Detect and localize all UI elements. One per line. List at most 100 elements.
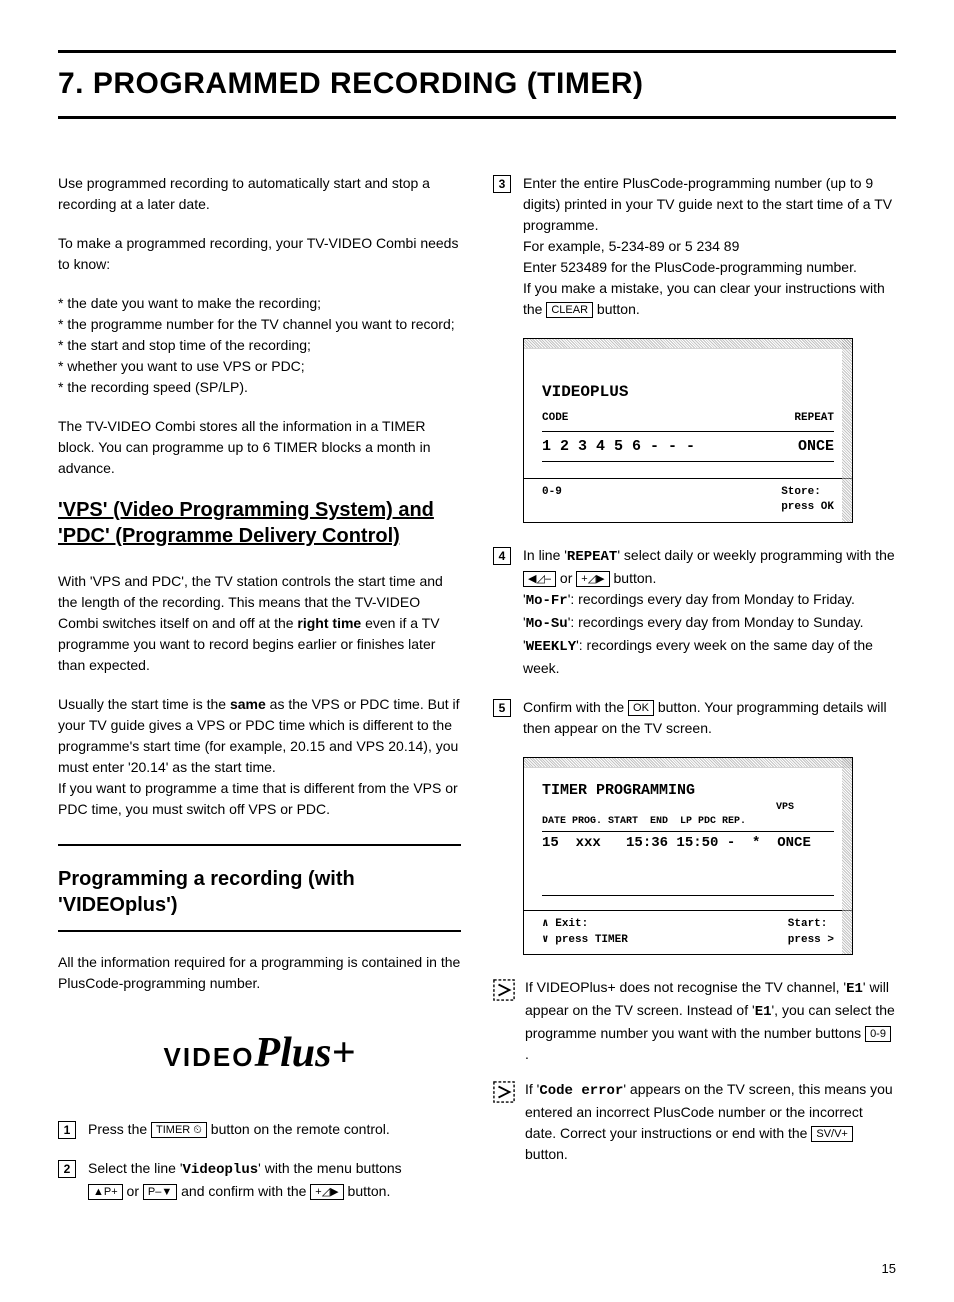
mono-text: REPEAT	[567, 549, 617, 565]
text: Select the line '	[88, 1160, 183, 1176]
p-minus-button-label: P–▼	[143, 1184, 177, 1200]
intro-paragraph-2: To make a programmed recording, your TV-…	[58, 233, 461, 275]
list-item: * the start and stop time of the recordi…	[58, 335, 461, 356]
screen-border-noise	[524, 758, 852, 768]
intro-paragraph-1: Use programmed recording to automaticall…	[58, 173, 461, 215]
videoplus-screen: VIDEOPLUS CODE REPEAT 1 2 3 4 5 6 - - - …	[523, 338, 853, 523]
clear-button-label: CLEAR	[546, 302, 593, 318]
info-note-2: If 'Code error' appears on the TV screen…	[493, 1079, 896, 1165]
text: Enter 523489 for the PlusCode-programmin…	[523, 259, 857, 275]
text: Press the	[88, 1121, 151, 1137]
screen-foot-right: Store:	[781, 486, 821, 498]
step-number-icon: 1	[58, 1121, 76, 1139]
text: button on the remote control.	[207, 1121, 390, 1137]
right-column: 3 Enter the entire PlusCode-programming …	[493, 173, 896, 1220]
text: or	[556, 570, 576, 586]
divider	[58, 844, 461, 846]
page-number: 15	[882, 1259, 896, 1279]
step-body: Press the TIMER ⏲ button on the remote c…	[88, 1119, 461, 1140]
step-3: 3 Enter the entire PlusCode-programming …	[493, 173, 896, 320]
text: For example, 5-234-89 or 5 234 89	[523, 238, 739, 254]
text: Enter the entire PlusCode-programming nu…	[523, 175, 892, 233]
divider	[58, 930, 461, 932]
content-columns: Use programmed recording to automaticall…	[58, 173, 896, 1220]
step-1: 1 Press the TIMER ⏲ button on the remote…	[58, 1119, 461, 1140]
text: ' with the menu buttons	[258, 1160, 402, 1176]
list-item: * the date you want to make the recordin…	[58, 293, 461, 314]
screen-footer: 0-9 Store: press OK	[524, 478, 852, 522]
vps-heading: 'VPS' (Video Programming System) and 'PD…	[58, 497, 461, 549]
list-item: * the recording speed (SP/LP).	[58, 377, 461, 398]
text: Confirm with the	[523, 699, 628, 715]
mono-text: Videoplus	[183, 1162, 259, 1178]
screen-title: TIMER PROGRAMMING	[542, 780, 834, 801]
ok-button-label: OK	[628, 700, 654, 716]
text: or	[123, 1183, 143, 1199]
step-number-icon: 4	[493, 547, 511, 565]
p-plus-button-label: ▲P+	[88, 1184, 123, 1200]
text: In line '	[523, 547, 567, 563]
screen-footer: ∧ Exit: ∨ press TIMER Start: press >	[524, 910, 852, 954]
timer-button-label: TIMER ⏲	[151, 1122, 207, 1138]
info-icon	[493, 1081, 515, 1103]
step-number-icon: 2	[58, 1160, 76, 1178]
logo-text-video: VIDEO	[164, 1042, 255, 1072]
screen-data-row: 15 xxx 15:36 15:50 - * ONCE	[542, 834, 834, 854]
text: Usually the start time is the	[58, 696, 230, 712]
mono-text: Mo-Fr	[526, 593, 568, 609]
screen-foot-left: ∧ Exit:	[542, 918, 588, 930]
step-2: 2 Select the line 'Videoplus' with the m…	[58, 1158, 461, 1202]
step-body: Select the line 'Videoplus' with the men…	[88, 1158, 461, 1202]
page-title: 7. PROGRAMMED RECORDING (TIMER)	[58, 50, 896, 119]
step-number-icon: 5	[493, 699, 511, 717]
note-body: If VIDEOPlus+ does not recognise the TV …	[525, 977, 896, 1065]
bold-text: right time	[297, 615, 361, 631]
mono-text: E1	[846, 981, 863, 997]
screen-foot-left: 0-9	[542, 485, 562, 516]
text: If '	[525, 1081, 539, 1097]
step-body: Confirm with the OK button. Your program…	[523, 697, 896, 739]
note-body: If 'Code error' appears on the TV screen…	[525, 1079, 896, 1165]
text: button.	[344, 1183, 391, 1199]
list-item: * the programme number for the TV channe…	[58, 314, 461, 335]
screen-value: ONCE	[798, 436, 834, 457]
left-button-label: ◀◿–	[523, 571, 556, 587]
text: button.	[593, 301, 640, 317]
logo-text-plus: Plus+	[254, 1030, 355, 1076]
info-note-1: If VIDEOPlus+ does not recognise the TV …	[493, 977, 896, 1065]
info-icon	[493, 979, 515, 1001]
text: ': recordings every week on the same day…	[523, 637, 873, 676]
screen-title: VIDEOPLUS	[542, 381, 834, 403]
mono-text: Mo-Su	[526, 616, 568, 632]
text: ': recordings every day from Monday to S…	[568, 614, 864, 630]
vps-paragraph-3: If you want to programme a time that is …	[58, 778, 461, 820]
screen-foot-right: press OK	[781, 501, 834, 513]
vps-paragraph-2: Usually the start time is the same as th…	[58, 694, 461, 778]
timer-programming-screen: TIMER PROGRAMMING VPS DATE PROG. START E…	[523, 757, 853, 955]
step-body: Enter the entire PlusCode-programming nu…	[523, 173, 896, 320]
mono-text: E1	[755, 1004, 772, 1020]
text: ' select daily or weekly programming wit…	[617, 547, 894, 563]
bold-text: same	[230, 696, 266, 712]
number-buttons-label: 0-9	[865, 1026, 891, 1042]
text: button.	[525, 1146, 568, 1162]
text: .	[525, 1046, 529, 1062]
screen-foot-right: Start:	[788, 918, 828, 930]
step-number-icon: 3	[493, 175, 511, 193]
text: ': recordings every day from Monday to F…	[568, 591, 855, 607]
step-4: 4 In line 'REPEAT' select daily or weekl…	[493, 545, 896, 679]
text: button.	[610, 570, 657, 586]
videoplus-paragraph: All the information required for a progr…	[58, 952, 461, 994]
step-body: In line 'REPEAT' select daily or weekly …	[523, 545, 896, 679]
vps-paragraph-1: With 'VPS and PDC', the TV station contr…	[58, 571, 461, 676]
videoplus-heading: Programming a recording (with 'VIDEOplus…	[58, 866, 461, 918]
screen-col-header: REPEAT	[794, 411, 834, 426]
screen-border-noise	[524, 339, 852, 349]
text: If VIDEOPlus+ does not recognise the TV …	[525, 979, 846, 995]
left-column: Use programmed recording to automaticall…	[58, 173, 461, 1220]
right-button-label: +◿▶	[576, 571, 609, 587]
svv-button-label: SV/V+	[811, 1126, 853, 1142]
mono-text: Code error	[539, 1083, 623, 1099]
mono-text: WEEKLY	[526, 639, 576, 655]
intro-paragraph-3: The TV-VIDEO Combi stores all the inform…	[58, 416, 461, 479]
